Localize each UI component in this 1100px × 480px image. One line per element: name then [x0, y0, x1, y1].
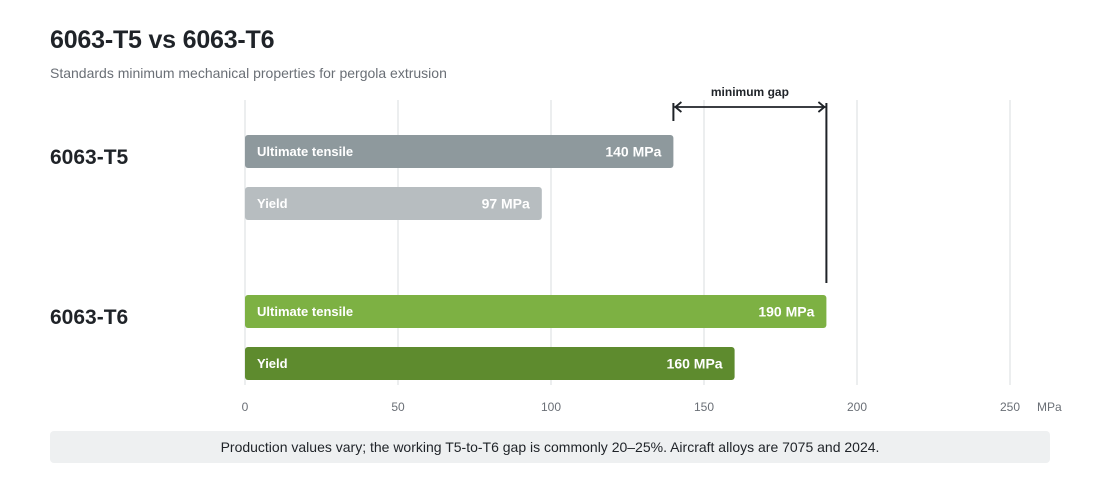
tick-label-150: 150	[694, 400, 714, 414]
bar-6063-t6-ultimate-tensile-label: Ultimate tensile	[257, 304, 353, 319]
axis-unit-label: MPa	[1037, 400, 1062, 414]
bar-chart: 0 50 100 150 200 250 MPa Ultimate tensile 140 MP…	[242, 85, 1062, 414]
bar-6063-t6-yield	[245, 347, 735, 380]
group-label-6063-t5: 6063-T5	[50, 146, 129, 169]
gap-arrowhead-right	[817, 101, 826, 113]
bar-6063-t5-ultimate-tensile	[245, 135, 674, 168]
bar-6063-t5-ultimate-tensile-value: 140 MPa	[605, 144, 661, 160]
group-label-6063-t6: 6063-T6	[50, 306, 129, 329]
bar-6063-t5-yield-label: Yield	[257, 196, 288, 211]
tick-label-0: 0	[242, 400, 249, 414]
tick-label-50: 50	[391, 400, 405, 414]
chart-title: 6063-T5 vs 6063-T6	[50, 26, 275, 54]
gap-annotation-label: minimum gap	[711, 85, 789, 99]
bar-6063-t5-yield-value: 97 MPa	[482, 196, 530, 212]
tick-label-250: 250	[1000, 400, 1020, 414]
tick-label-200: 200	[847, 400, 867, 414]
bar-6063-t5-yield	[245, 187, 542, 220]
bar-6063-t6-ultimate-tensile	[245, 295, 827, 328]
bar-6063-t6-ultimate-tensile-value: 190 MPa	[758, 304, 814, 320]
bar-6063-t6-yield-value: 160 MPa	[667, 356, 723, 372]
chart-subtitle: Standards minimum mechanical properties …	[50, 65, 447, 81]
bar-6063-t6-yield-label: Yield	[257, 356, 288, 371]
tick-label-100: 100	[541, 400, 561, 414]
bar-6063-t5-ultimate-tensile-label: Ultimate tensile	[257, 144, 353, 159]
footnote: Production values vary; the working T5-t…	[50, 431, 1050, 463]
gap-arrowhead-left	[673, 101, 682, 113]
